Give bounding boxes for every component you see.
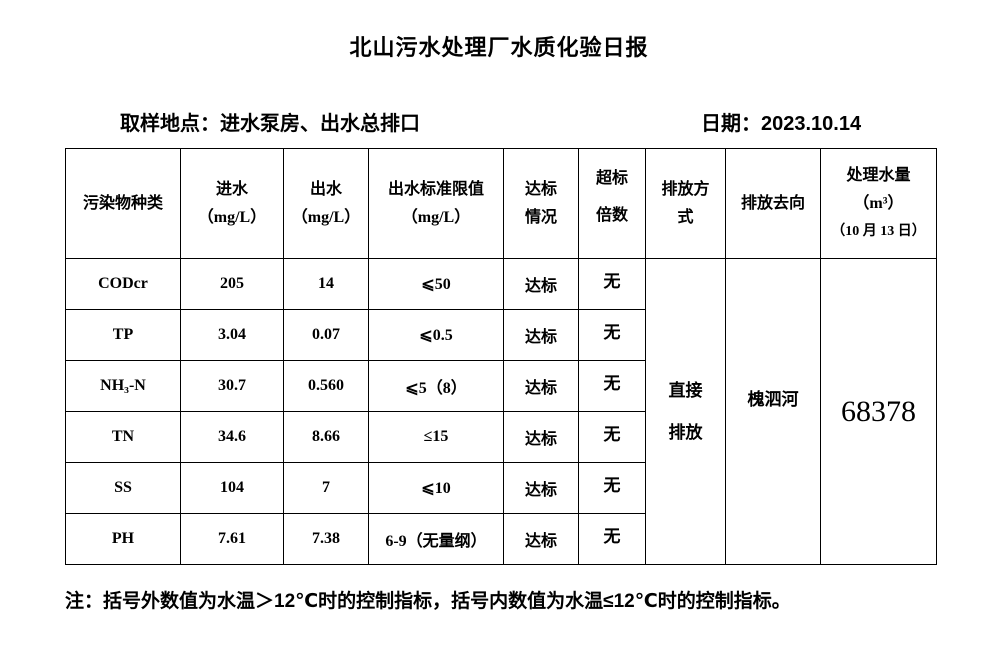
header-line: 式 (677, 208, 694, 226)
influent-value-cell: 30.7 (180, 360, 284, 412)
compliance-status-cell: 达标 (503, 309, 579, 361)
col-header-pollutant: 污染物种类 (65, 148, 181, 259)
header-line: 进水 (215, 180, 248, 198)
header-unit: （m³） (853, 194, 904, 212)
header-line: 情况 (524, 208, 557, 226)
header-line: 处理水量 (846, 166, 911, 184)
exceedance-cell: 无 (578, 309, 646, 361)
header-line: 出水标准限值 (387, 180, 484, 198)
header-line: 出水 (309, 180, 342, 198)
exceedance-value: 无 (603, 373, 621, 393)
limit-value-cell: ⩽10 (368, 462, 504, 514)
header-line: 倍数 (595, 206, 628, 224)
influent-value-cell: 104 (180, 462, 284, 514)
header-line: 排放方 (661, 180, 710, 198)
col-header-discharge-mode: 排放方 式 (645, 148, 726, 259)
table-row: SS 104 7 ⩽10 达标 无 (65, 462, 937, 514)
table-header-row: 污染物种类 进水 （mg/L） 出水 （mg/L） 出水标准限值 （mg/L） … (65, 148, 937, 259)
col-header-discharge-destination: 排放去向 (725, 148, 821, 259)
table-row: NH₃-N 30.7 0.560 ⩽5（8） 达标 无 (65, 360, 937, 412)
header-line: 超标 (595, 169, 628, 187)
compliance-status-cell: 达标 (503, 258, 579, 310)
exceedance-cell: 无 (578, 258, 646, 310)
discharge-mode-line: 直接 (668, 380, 703, 400)
effluent-value-cell: 0.07 (283, 309, 369, 361)
pollutant-name-cell: NH₃-N (65, 360, 181, 412)
exceedance-value: 无 (603, 322, 621, 342)
pollutant-name-cell: CODcr (65, 258, 181, 310)
table-row: PH 7.61 7.38 6-9（无量纲） 达标 无 (65, 513, 937, 565)
page-title: 北山污水处理厂水质化验日报 (349, 35, 649, 60)
pollutant-name-cell: SS (65, 462, 181, 514)
table-row: CODcr 205 14 ⩽50 达标 无 直接 排放 槐泗河 68378 (65, 258, 937, 565)
limit-value-cell: 6-9（无量纲） (368, 513, 504, 565)
influent-value-cell: 34.6 (180, 411, 284, 463)
header-line: 污染物种类 (82, 194, 163, 212)
col-header-exceedance: 超标 倍数 (578, 148, 646, 259)
pollutant-name-cell: TP (65, 309, 181, 361)
exceedance-value: 无 (603, 475, 621, 495)
effluent-value-cell: 7 (283, 462, 369, 514)
influent-value-cell: 7.61 (180, 513, 284, 565)
influent-value-cell: 3.04 (180, 309, 284, 361)
col-header-treated-volume: 处理水量 （m³） （10 月 13 日） (820, 148, 937, 259)
col-header-limit: 出水标准限值 （mg/L） (368, 148, 504, 259)
header-block: 超标 倍数 (580, 160, 645, 234)
exceedance-value: 无 (603, 271, 621, 291)
table-row: TN 34.6 8.66 ≤15 达标 无 (65, 411, 937, 463)
effluent-value-cell: 8.66 (283, 411, 369, 463)
discharge-destination-cell: 槐泗河 (725, 258, 821, 565)
effluent-value-cell: 7.38 (283, 513, 369, 565)
compliance-status-cell: 达标 (503, 462, 579, 514)
exceedance-cell: 无 (578, 513, 646, 565)
exceedance-cell: 无 (578, 411, 646, 463)
sampling-location-label: 取样地点：进水泵房、出水总排口 (120, 113, 420, 135)
limit-value-cell: ≤15 (368, 411, 504, 463)
col-header-compliance: 达标 情况 (503, 148, 579, 259)
compliance-status-cell: 达标 (503, 360, 579, 412)
pollutant-name-cell: PH (65, 513, 181, 565)
limit-value-cell: ⩽5（8） (368, 360, 504, 412)
header-unit: （mg/L） (197, 208, 267, 226)
limit-value-cell: ⩽50 (368, 258, 504, 310)
influent-value-cell: 205 (180, 258, 284, 310)
footnote: 注：括号外数值为水温＞12℃时的控制指标，括号内数值为水温≤12℃时的控制指标。 (65, 591, 791, 612)
effluent-value-cell: 0.560 (283, 360, 369, 412)
col-header-effluent: 出水 （mg/L） (283, 148, 369, 259)
effluent-value-cell: 14 (283, 258, 369, 310)
pollutant-name-cell: TN (65, 411, 181, 463)
report-date-label: 日期：2023.10.14 (701, 113, 862, 135)
header-subnote: （10 月 13 日） (831, 223, 926, 239)
discharge-mode-cell: 直接 排放 (645, 258, 726, 565)
header-line: 排放去向 (740, 194, 805, 212)
exceedance-value: 无 (603, 424, 621, 444)
header-unit: （mg/L） (401, 208, 471, 226)
exceedance-cell: 无 (578, 360, 646, 412)
compliance-status-cell: 达标 (503, 411, 579, 463)
table-row: TP 3.04 0.07 ⩽0.5 达标 无 (65, 309, 937, 361)
discharge-destination-value: 槐泗河 (747, 390, 799, 409)
header-line: 达标 (524, 180, 557, 198)
header-unit: （mg/L） (291, 208, 361, 226)
exceedance-value: 无 (603, 526, 621, 546)
treated-volume-cell: 68378 (820, 258, 937, 565)
water-quality-table: 污染物种类 进水 （mg/L） 出水 （mg/L） 出水标准限值 （mg/L） … (65, 148, 937, 565)
compliance-status-cell: 达标 (503, 513, 579, 565)
col-header-influent: 进水 （mg/L） (180, 148, 284, 259)
discharge-mode-line: 排放 (668, 422, 703, 442)
limit-value-cell: ⩽0.5 (368, 309, 504, 361)
exceedance-cell: 无 (578, 462, 646, 514)
treated-volume-value: 68378 (841, 394, 916, 428)
